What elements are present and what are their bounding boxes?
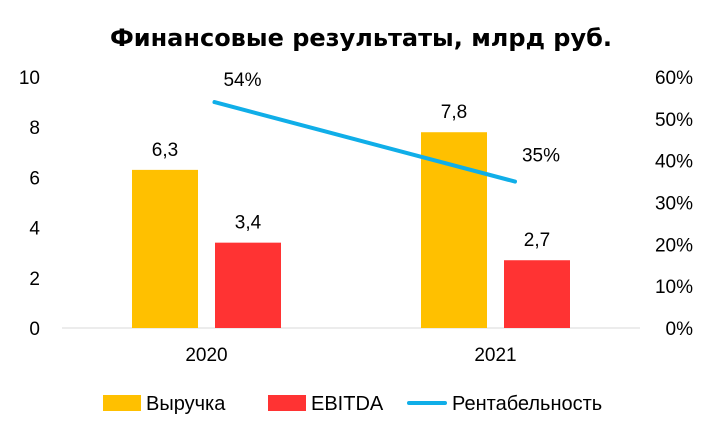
y-left-tick-label: 2 [29, 269, 40, 290]
y-right-tick-label: 50% [655, 110, 693, 131]
legend-swatch [103, 395, 141, 411]
y-left-tick-label: 0 [29, 319, 40, 340]
legend-label: Рентабельность [452, 393, 602, 415]
bar [132, 169, 198, 328]
legend-label: Выручка [146, 393, 226, 415]
y-left-tick-label: 10 [19, 68, 40, 89]
y-right-tick-label: 60% [655, 68, 693, 89]
plot-area: 0 2 4 6 8 10 0% 10% 20% 30% 40% 50% 60% 2020 2021 6,3 7,… [19, 68, 693, 366]
y-right-tick-label: 20% [655, 235, 693, 256]
x-tick-label: 2020 [185, 345, 227, 366]
chart-title: Финансовые результаты, млрд руб. [110, 24, 612, 52]
line-data-label: 54% [223, 70, 261, 91]
x-tick-label: 2021 [474, 345, 516, 366]
y-right-tick-label: 30% [655, 194, 693, 215]
bar [215, 242, 281, 328]
y-left-tick-label: 8 [29, 118, 40, 139]
legend-swatch [268, 395, 306, 411]
data-label: 7,8 [441, 102, 467, 123]
line-data-label: 35% [522, 146, 560, 167]
line-series [212, 100, 517, 184]
y-right-tick-label: 10% [655, 277, 693, 298]
legend-label: EBITDA [311, 393, 384, 415]
data-label: 2,7 [524, 230, 550, 251]
legend: Выручка EBITDA Рентабельность [103, 393, 602, 415]
bar [504, 260, 570, 328]
y-left-tick-label: 4 [29, 219, 40, 240]
y-left-tick-label: 6 [29, 168, 40, 189]
y-right-tick-label: 40% [655, 152, 693, 173]
data-label: 3,4 [235, 213, 262, 234]
data-label: 6,3 [152, 140, 178, 161]
y-right-tick-label: 0% [666, 319, 694, 340]
bar [421, 132, 487, 328]
